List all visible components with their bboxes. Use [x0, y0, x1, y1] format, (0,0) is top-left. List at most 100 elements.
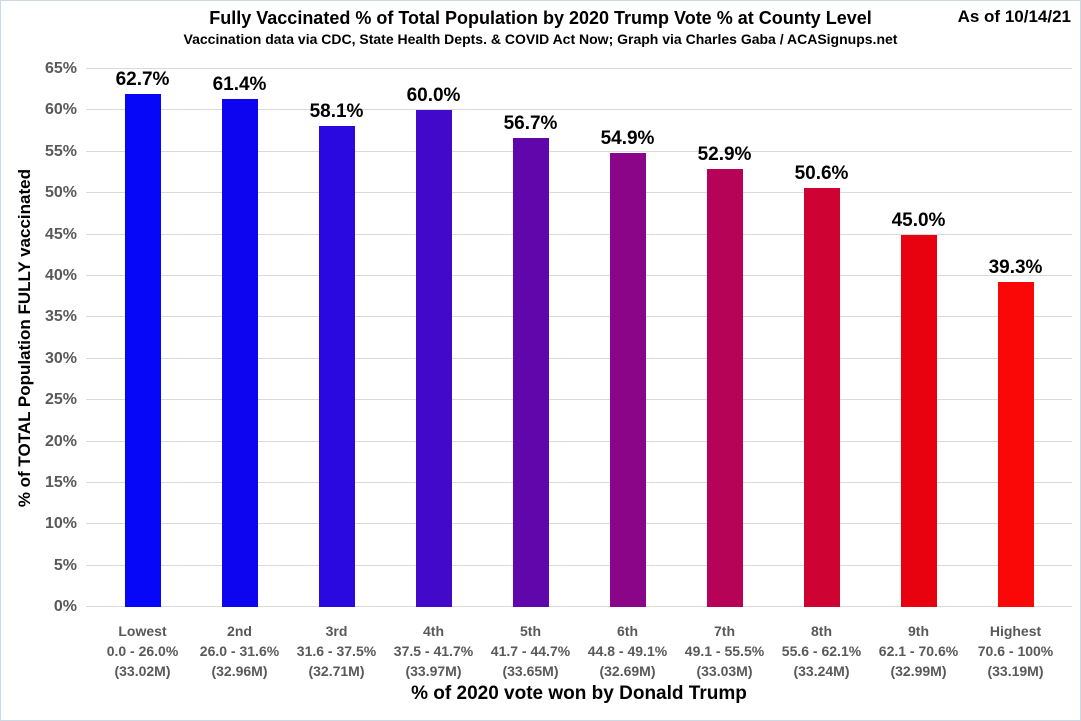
- category-population: (33.24M): [793, 663, 850, 679]
- category-population: (32.96M): [211, 663, 268, 679]
- category-name: 9th: [908, 623, 929, 639]
- category-population: (33.03M): [696, 663, 753, 679]
- x-axis-category-labels: Lowest 0.0 - 26.0% (33.02M) 2nd 26.0 - 31.6%…: [94, 621, 1064, 681]
- x-category-label: 2nd 26.0 - 31.6% (32.96M): [191, 621, 288, 681]
- category-vote-range: 0.0 - 26.0%: [106, 643, 179, 659]
- y-tick-label: 35%: [44, 308, 77, 326]
- y-tick-label: 55%: [44, 142, 77, 160]
- gridline: [86, 68, 1072, 69]
- category-name: Lowest: [118, 623, 167, 639]
- bar: [997, 281, 1034, 607]
- x-category-label: 6th 44.8 - 49.1% (32.69M): [579, 621, 676, 681]
- bar: [318, 126, 355, 607]
- x-category-label: 4th 37.5 - 41.7% (33.97M): [385, 621, 482, 681]
- bar-slot: 58.1%: [288, 69, 385, 607]
- bar: [900, 234, 937, 607]
- category-vote-range: 26.0 - 31.6%: [199, 643, 280, 659]
- category-name: 8th: [811, 623, 832, 639]
- bar-value-label: 60.0%: [406, 85, 461, 107]
- category-name: Highest: [989, 623, 1042, 639]
- category-population: (32.69M): [599, 663, 656, 679]
- bar-slot: 62.7%: [94, 69, 191, 607]
- gridline: [86, 523, 1072, 525]
- bar-slot: 45.0%: [870, 69, 967, 607]
- gridline: [86, 233, 1072, 235]
- x-category-label: 3rd 31.6 - 37.5% (32.71M): [288, 621, 385, 681]
- x-category-label: 9th 62.1 - 70.6% (32.99M): [870, 621, 967, 681]
- y-tick-label: 50%: [44, 184, 77, 202]
- gridline: [86, 606, 1072, 607]
- y-tick-label: 40%: [44, 266, 77, 284]
- category-name: 5th: [520, 623, 541, 639]
- category-name: 4th: [423, 623, 444, 639]
- category-population: (33.97M): [405, 663, 462, 679]
- x-category-label: 5th 41.7 - 44.7% (33.65M): [482, 621, 579, 681]
- bar-value-label: 58.1%: [309, 101, 364, 123]
- y-tick-label: 25%: [44, 391, 77, 409]
- category-name: 2nd: [227, 623, 252, 639]
- bar-slot: 39.3%: [967, 69, 1064, 607]
- category-vote-range: 49.1 - 55.5%: [684, 643, 765, 659]
- bars-container: 62.7% 61.4% 58.1% 60.0% 56.7% 54.9% 52.9% 50.6%…: [94, 69, 1064, 607]
- y-tick-label: 0%: [53, 598, 77, 615]
- category-vote-range: 55.6 - 62.1%: [781, 643, 862, 659]
- category-name: 3rd: [325, 623, 348, 639]
- bar-slot: 52.9%: [676, 69, 773, 607]
- gridline: [86, 399, 1072, 401]
- x-axis-title: % of 2020 vote won by Donald Trump: [411, 683, 747, 704]
- x-category-label: 7th 49.1 - 55.5% (33.03M): [676, 621, 773, 681]
- bar: [512, 137, 549, 607]
- bar: [706, 169, 743, 607]
- category-population: (32.99M): [890, 663, 947, 679]
- gridline: [86, 481, 1072, 483]
- bar-value-label: 52.9%: [697, 144, 752, 166]
- bar-slot: 56.7%: [482, 69, 579, 607]
- y-tick-label: 15%: [44, 473, 77, 491]
- bar-slot: 61.4%: [191, 69, 288, 607]
- y-tick-label: 30%: [44, 349, 77, 367]
- y-tick-label: 5%: [53, 556, 77, 574]
- category-vote-range: 31.6 - 37.5%: [296, 643, 377, 659]
- category-population: (32.71M): [308, 663, 365, 679]
- category-vote-range: 37.5 - 41.7%: [393, 643, 474, 659]
- gridline: [86, 440, 1072, 442]
- gridline: [86, 109, 1072, 111]
- y-tick-label: 20%: [44, 432, 77, 450]
- category-population: (33.02M): [114, 663, 171, 679]
- gridline: [86, 192, 1072, 194]
- y-tick-label: 10%: [44, 515, 77, 533]
- y-axis-tick-labels: 0% 5% 10% 15% 20% 25% 30% 35% 40% 45% 50% 55% 60% 65%: [1, 60, 77, 615]
- gridline: [86, 274, 1072, 276]
- category-name: 7th: [714, 623, 735, 639]
- bar: [415, 110, 452, 607]
- category-vote-range: 70.6 - 100%: [977, 643, 1054, 659]
- y-tick-label: 65%: [44, 60, 77, 77]
- gridline: [86, 357, 1072, 359]
- category-vote-range: 44.8 - 49.1%: [587, 643, 668, 659]
- bar-slot: 50.6%: [773, 69, 870, 607]
- bar: [124, 94, 161, 607]
- bar-value-label: 56.7%: [503, 112, 558, 134]
- as-of-date-label: As of 10/14/21: [957, 7, 1071, 26]
- y-tick-label: 45%: [44, 225, 77, 243]
- bar-value-label: 39.3%: [988, 256, 1043, 278]
- category-name: 6th: [617, 623, 638, 639]
- bar-value-label: 45.0%: [891, 209, 946, 231]
- chart-title: Fully Vaccinated % of Total Population b…: [209, 8, 872, 28]
- bar: [609, 152, 646, 607]
- category-population: (33.65M): [502, 663, 559, 679]
- gridline: [86, 150, 1072, 152]
- y-tick-label: 60%: [44, 101, 77, 119]
- x-category-label: Lowest 0.0 - 26.0% (33.02M): [94, 621, 191, 681]
- bar: [803, 188, 840, 607]
- plot-area: 62.7% 61.4% 58.1% 60.0% 56.7% 54.9% 52.9% 50.6%…: [86, 68, 1072, 607]
- category-vote-range: 41.7 - 44.7%: [490, 643, 571, 659]
- bar-slot: 54.9%: [579, 69, 676, 607]
- bar-value-label: 50.6%: [794, 163, 849, 185]
- x-category-label: 8th 55.6 - 62.1% (33.24M): [773, 621, 870, 681]
- category-vote-range: 62.1 - 70.6%: [878, 643, 959, 659]
- x-category-label: Highest 70.6 - 100% (33.19M): [967, 621, 1064, 681]
- bar-value-label: 61.4%: [212, 73, 267, 95]
- bar-slot: 60.0%: [385, 69, 482, 607]
